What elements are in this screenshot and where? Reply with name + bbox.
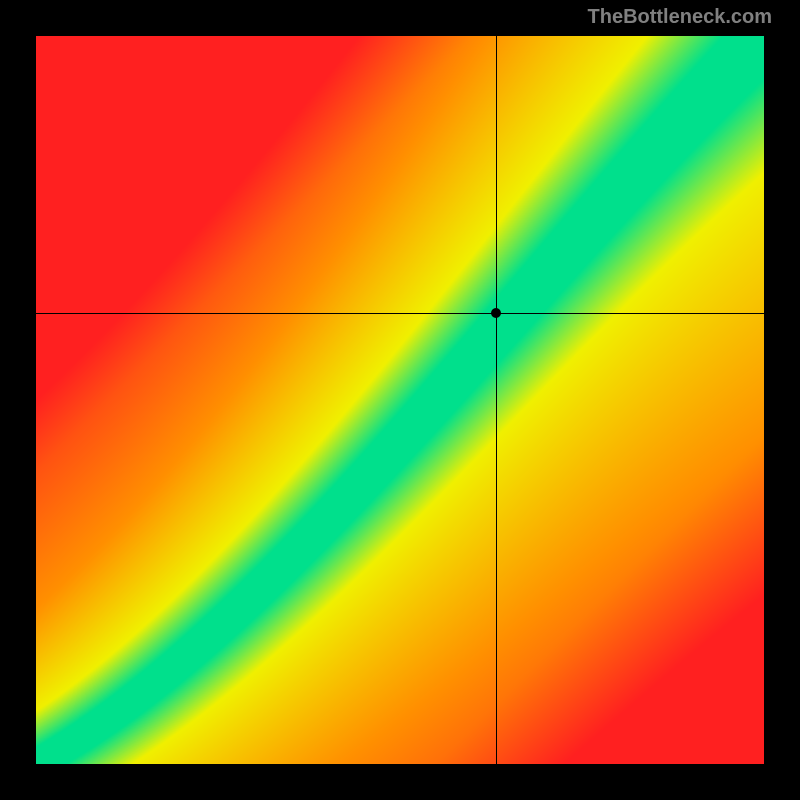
watermark-text: TheBottleneck.com (588, 6, 772, 29)
heatmap-canvas (36, 36, 764, 764)
crosshair-horizontal-line (36, 313, 764, 314)
crosshair-marker-dot (491, 308, 501, 318)
plot-area (36, 36, 764, 764)
crosshair-vertical-line (496, 36, 497, 764)
